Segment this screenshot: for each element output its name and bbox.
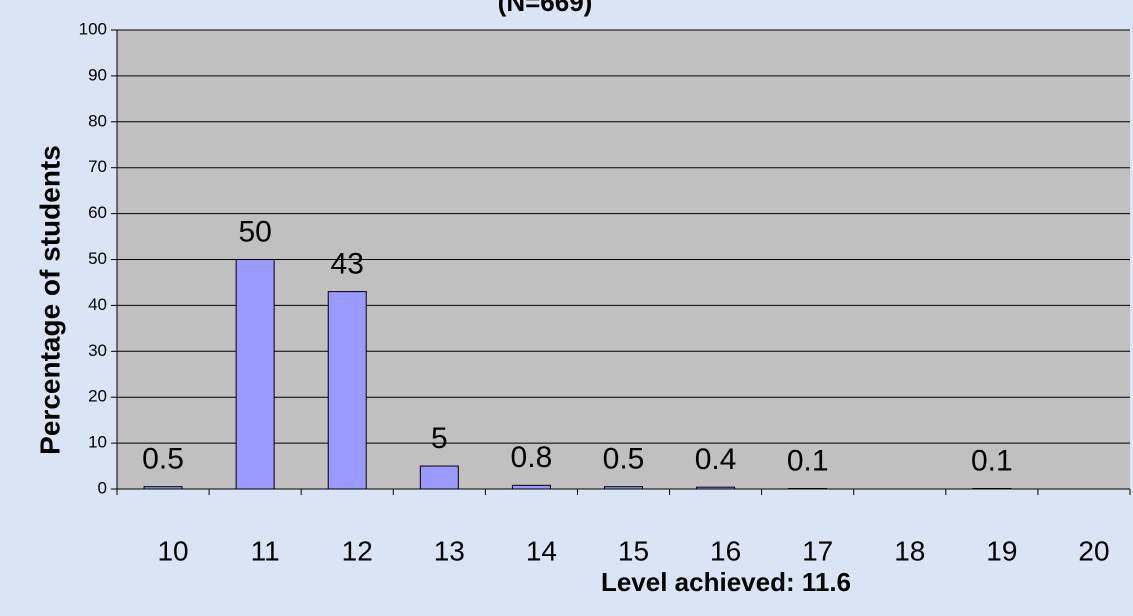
y-tick-label: 70 <box>88 157 107 176</box>
y-tick-label: 90 <box>88 65 107 84</box>
y-tick-label: 10 <box>88 433 107 452</box>
data-label: 0.4 <box>695 443 737 476</box>
bar <box>696 486 736 490</box>
x-tick-label: 20 <box>1078 535 1109 566</box>
y-tick-label: 30 <box>88 341 107 360</box>
x-tick-label: 10 <box>157 535 188 566</box>
data-label: 0.8 <box>511 441 553 474</box>
y-tick-label: 40 <box>88 295 107 314</box>
y-tick-label: 60 <box>88 203 107 222</box>
chart-title: (N=669) <box>498 0 593 17</box>
data-label: 0.5 <box>142 443 184 476</box>
y-tick-label: 0 <box>98 478 107 497</box>
y-tick-label: 100 <box>79 19 107 38</box>
data-label: 5 <box>431 422 448 455</box>
x-tick-label: 18 <box>894 535 925 566</box>
bar <box>143 486 183 490</box>
data-label: 0.1 <box>971 444 1013 477</box>
x-tick-label: 19 <box>986 535 1017 566</box>
bar <box>235 259 275 490</box>
y-axis-title: Percentage of students <box>34 145 65 455</box>
data-label: 43 <box>331 248 364 281</box>
y-tick-label: 50 <box>88 249 107 268</box>
x-tick-label: 12 <box>342 535 373 566</box>
x-tick-label: 16 <box>710 535 741 566</box>
y-tick-label: 20 <box>88 387 107 406</box>
y-tick-label: 80 <box>88 111 107 130</box>
x-tick-label: 15 <box>618 535 649 566</box>
x-tick-label: 14 <box>526 535 557 566</box>
bar <box>604 486 643 490</box>
x-tick-label: 11 <box>251 535 280 566</box>
bar <box>511 484 551 490</box>
data-label: 50 <box>238 215 271 248</box>
x-tick-label: 17 <box>802 535 833 566</box>
data-label: 0.1 <box>787 444 829 477</box>
bar <box>419 465 459 490</box>
data-label: 0.5 <box>603 443 645 476</box>
bar <box>327 291 367 490</box>
x-axis-title: Level achieved: 11.6 <box>601 567 851 597</box>
x-tick-label: 13 <box>434 535 465 566</box>
